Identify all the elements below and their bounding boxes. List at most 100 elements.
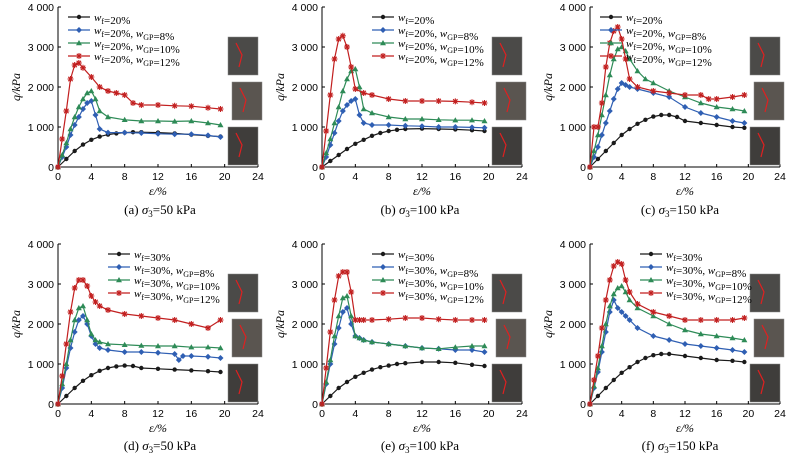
- data-point: [603, 148, 609, 154]
- data-point: [385, 122, 392, 128]
- legend-label: wf=30%: [134, 249, 170, 264]
- data-point: [453, 360, 458, 365]
- data-point: [352, 333, 359, 339]
- chart-panel-d: 0 4 8 12 16 20 24 0 1 000 2 000 3 000 4 000 ε/% q/kPa…: [9, 239, 264, 435]
- data-point: [171, 317, 178, 323]
- x-tick-label: 8: [650, 171, 656, 183]
- data-point: [67, 337, 74, 343]
- data-point: [75, 277, 82, 283]
- data-point: [75, 114, 82, 120]
- data-point: [344, 146, 350, 152]
- data-point: [92, 299, 99, 305]
- data-point: [71, 329, 78, 335]
- data-point: [171, 351, 178, 357]
- data-point: [335, 118, 342, 124]
- data-point: [67, 76, 74, 82]
- data-point: [642, 76, 649, 82]
- y-tick-label: 1 000: [560, 359, 586, 371]
- legend-marker: [76, 14, 82, 20]
- specimen-photo: [227, 126, 259, 166]
- data-point: [80, 303, 86, 309]
- data-point: [469, 124, 475, 131]
- data-point: [643, 117, 648, 123]
- legend-label: wf=30%, wGP=10%: [666, 275, 752, 293]
- data-point: [705, 96, 712, 102]
- data-point: [348, 98, 355, 104]
- data-point: [610, 291, 617, 297]
- data-point: [344, 293, 350, 299]
- x-tick-label: 24: [516, 171, 528, 183]
- data-point: [614, 259, 621, 265]
- series-4: [319, 269, 488, 407]
- data-point: [369, 122, 375, 128]
- data-point: [730, 358, 735, 363]
- data-point: [682, 118, 688, 124]
- data-point: [92, 337, 99, 343]
- chart-panel-f: 0 4 8 12 16 20 24 0 1 000 2 000 3 000 4 000 ε/% q/kPa…: [541, 239, 786, 435]
- data-point: [339, 295, 346, 301]
- data-point: [469, 317, 475, 323]
- data-point: [602, 64, 609, 70]
- data-point: [385, 316, 392, 323]
- data-point: [188, 344, 195, 350]
- crack-marker: [761, 87, 769, 113]
- data-point: [138, 349, 145, 355]
- data-point: [402, 122, 409, 129]
- legend-marker: [76, 27, 82, 33]
- y-tick-label: 4 000: [28, 239, 54, 251]
- data-point: [92, 112, 99, 118]
- data-point: [452, 317, 459, 323]
- data-point: [92, 341, 99, 347]
- y-axis-label: q/kPa: [541, 310, 555, 338]
- series-4: [319, 32, 488, 170]
- data-point: [697, 343, 704, 349]
- specimen-photo: [495, 81, 527, 121]
- data-point: [626, 84, 633, 90]
- data-point: [356, 84, 363, 90]
- data-point: [84, 90, 91, 96]
- y-tick-label: 4 000: [28, 2, 54, 14]
- data-point: [155, 315, 161, 321]
- data-point: [650, 313, 657, 319]
- data-point: [587, 164, 593, 170]
- data-point: [598, 100, 605, 106]
- legend-label: wf=30%, wGP=12%: [666, 288, 752, 306]
- data-point: [610, 263, 617, 269]
- data-point: [353, 141, 358, 146]
- x-tick-label: 24: [774, 171, 786, 183]
- data-point: [80, 313, 86, 319]
- data-point: [369, 339, 375, 345]
- crack-marker: [499, 132, 507, 158]
- data-point: [403, 126, 408, 132]
- data-point: [606, 108, 613, 114]
- data-point: [360, 90, 367, 96]
- data-point: [419, 116, 425, 122]
- data-point: [155, 366, 161, 371]
- x-tick-label: 20: [483, 171, 495, 183]
- legend: wf=20%wf=20%, wGP=8%wf=20%, wGP=10%wf=20…: [600, 12, 712, 69]
- specimen-photo: [231, 318, 263, 358]
- legend-marker: [380, 40, 386, 46]
- crack-marker: [761, 324, 769, 350]
- data-point: [360, 317, 367, 323]
- legend-marker: [380, 264, 386, 270]
- data-point: [419, 98, 425, 104]
- chart-panel-a: 0 4 8 12 16 20 24 0 1 000 2 000 3 000 4 000 ε/% q/kPa…: [9, 2, 264, 198]
- y-tick-label: 0: [580, 162, 586, 174]
- crack-marker: [235, 42, 243, 68]
- data-point: [610, 28, 617, 34]
- x-tick-label: 0: [55, 408, 61, 420]
- data-point: [71, 285, 78, 291]
- legend: wf=20%wf=20%, wGP=8%wf=20%, wGP=10%wf=20…: [68, 12, 180, 69]
- data-point: [627, 126, 632, 132]
- data-point: [650, 80, 657, 86]
- crack-marker: [757, 132, 765, 158]
- data-point: [635, 359, 640, 365]
- x-axis-label: ε/%: [149, 184, 167, 198]
- data-point: [352, 66, 359, 72]
- x-tick-label: 20: [483, 408, 495, 420]
- data-point: [419, 345, 425, 351]
- data-point: [481, 349, 488, 355]
- specimen-photo: [495, 318, 527, 358]
- y-tick-label: 1 000: [292, 122, 318, 134]
